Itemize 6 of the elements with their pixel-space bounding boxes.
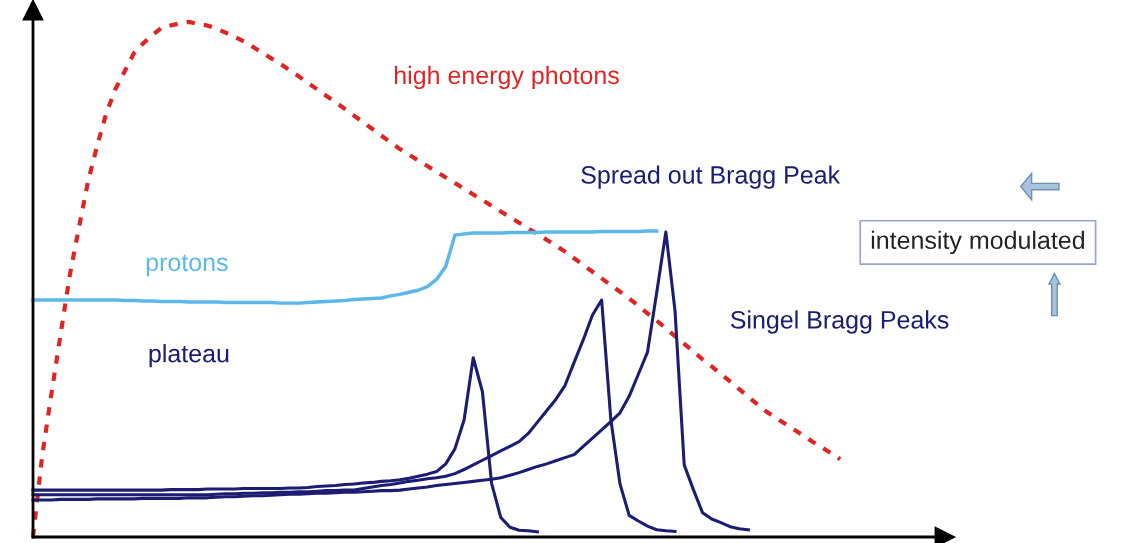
series-label: high energy photons — [394, 65, 619, 90]
annotation: plateau — [149, 344, 229, 368]
annotation: Spread out Bragg Peak — [581, 165, 841, 189]
series-label: protons — [146, 254, 228, 277]
text: intensity modulated — [871, 230, 1085, 255]
annotation: Singel Bragg Peaks — [730, 310, 949, 334]
